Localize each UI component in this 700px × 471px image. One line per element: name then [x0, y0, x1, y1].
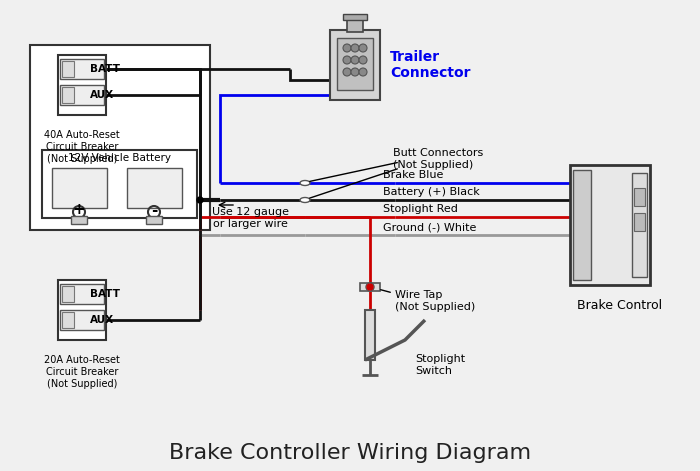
Text: -: -: [150, 203, 158, 218]
Bar: [360, 283, 380, 291]
Bar: [30, 45, 210, 230]
Text: Ground (-) White: Ground (-) White: [383, 222, 477, 232]
Text: Wire Tap
(Not Supplied): Wire Tap (Not Supplied): [395, 290, 475, 312]
Bar: [60, 85, 104, 105]
Text: Stoplight Red: Stoplight Red: [383, 204, 458, 214]
Circle shape: [351, 56, 359, 64]
Bar: [343, 14, 367, 20]
Bar: [60, 59, 104, 79]
Bar: [52, 168, 107, 208]
Text: Use 12 gauge
or larger wire: Use 12 gauge or larger wire: [211, 207, 288, 229]
Bar: [62, 286, 74, 302]
Text: Butt Connectors
(Not Supplied): Butt Connectors (Not Supplied): [393, 148, 483, 170]
Circle shape: [367, 284, 373, 290]
Bar: [573, 170, 591, 280]
Text: 12V Vehicle Battery: 12V Vehicle Battery: [68, 153, 171, 163]
Bar: [365, 310, 375, 360]
Bar: [62, 312, 74, 328]
Bar: [62, 61, 74, 77]
Circle shape: [359, 68, 367, 76]
Circle shape: [343, 56, 351, 64]
Bar: [634, 188, 645, 206]
Bar: [330, 30, 380, 100]
Bar: [634, 213, 645, 231]
Circle shape: [197, 197, 203, 203]
Text: Brake Blue: Brake Blue: [383, 170, 443, 180]
Bar: [71, 216, 87, 224]
Text: BATT: BATT: [90, 64, 120, 74]
Circle shape: [351, 44, 359, 52]
Bar: [146, 216, 162, 224]
Circle shape: [351, 68, 359, 76]
Bar: [347, 18, 363, 32]
Bar: [570, 165, 650, 285]
Ellipse shape: [300, 180, 310, 186]
Text: AUX: AUX: [90, 90, 114, 100]
Circle shape: [359, 56, 367, 64]
Circle shape: [343, 68, 351, 76]
Bar: [58, 280, 106, 340]
Text: Trailer
Connector: Trailer Connector: [390, 50, 470, 80]
Bar: [60, 284, 104, 304]
Text: Battery (+) Black: Battery (+) Black: [383, 187, 480, 197]
Text: Brake Controller Wiring Diagram: Brake Controller Wiring Diagram: [169, 443, 531, 463]
Text: 20A Auto-Reset
Circuit Breaker
(Not Supplied): 20A Auto-Reset Circuit Breaker (Not Supp…: [44, 356, 120, 389]
Circle shape: [366, 283, 374, 291]
Bar: [632, 173, 647, 277]
Text: 40A Auto-Reset
Circuit Breaker
(Not Supplied): 40A Auto-Reset Circuit Breaker (Not Supp…: [44, 130, 120, 163]
Text: +: +: [73, 203, 85, 218]
Text: AUX: AUX: [90, 315, 114, 325]
Bar: [60, 310, 104, 330]
Circle shape: [359, 44, 367, 52]
Text: Stoplight
Switch: Stoplight Switch: [415, 354, 465, 376]
Bar: [337, 38, 373, 90]
Ellipse shape: [300, 197, 310, 203]
Bar: [127, 168, 182, 208]
Text: Brake Control: Brake Control: [578, 299, 663, 312]
Bar: [42, 150, 197, 218]
Bar: [62, 87, 74, 103]
Circle shape: [343, 44, 351, 52]
Text: BATT: BATT: [90, 289, 120, 299]
Bar: [58, 55, 106, 115]
